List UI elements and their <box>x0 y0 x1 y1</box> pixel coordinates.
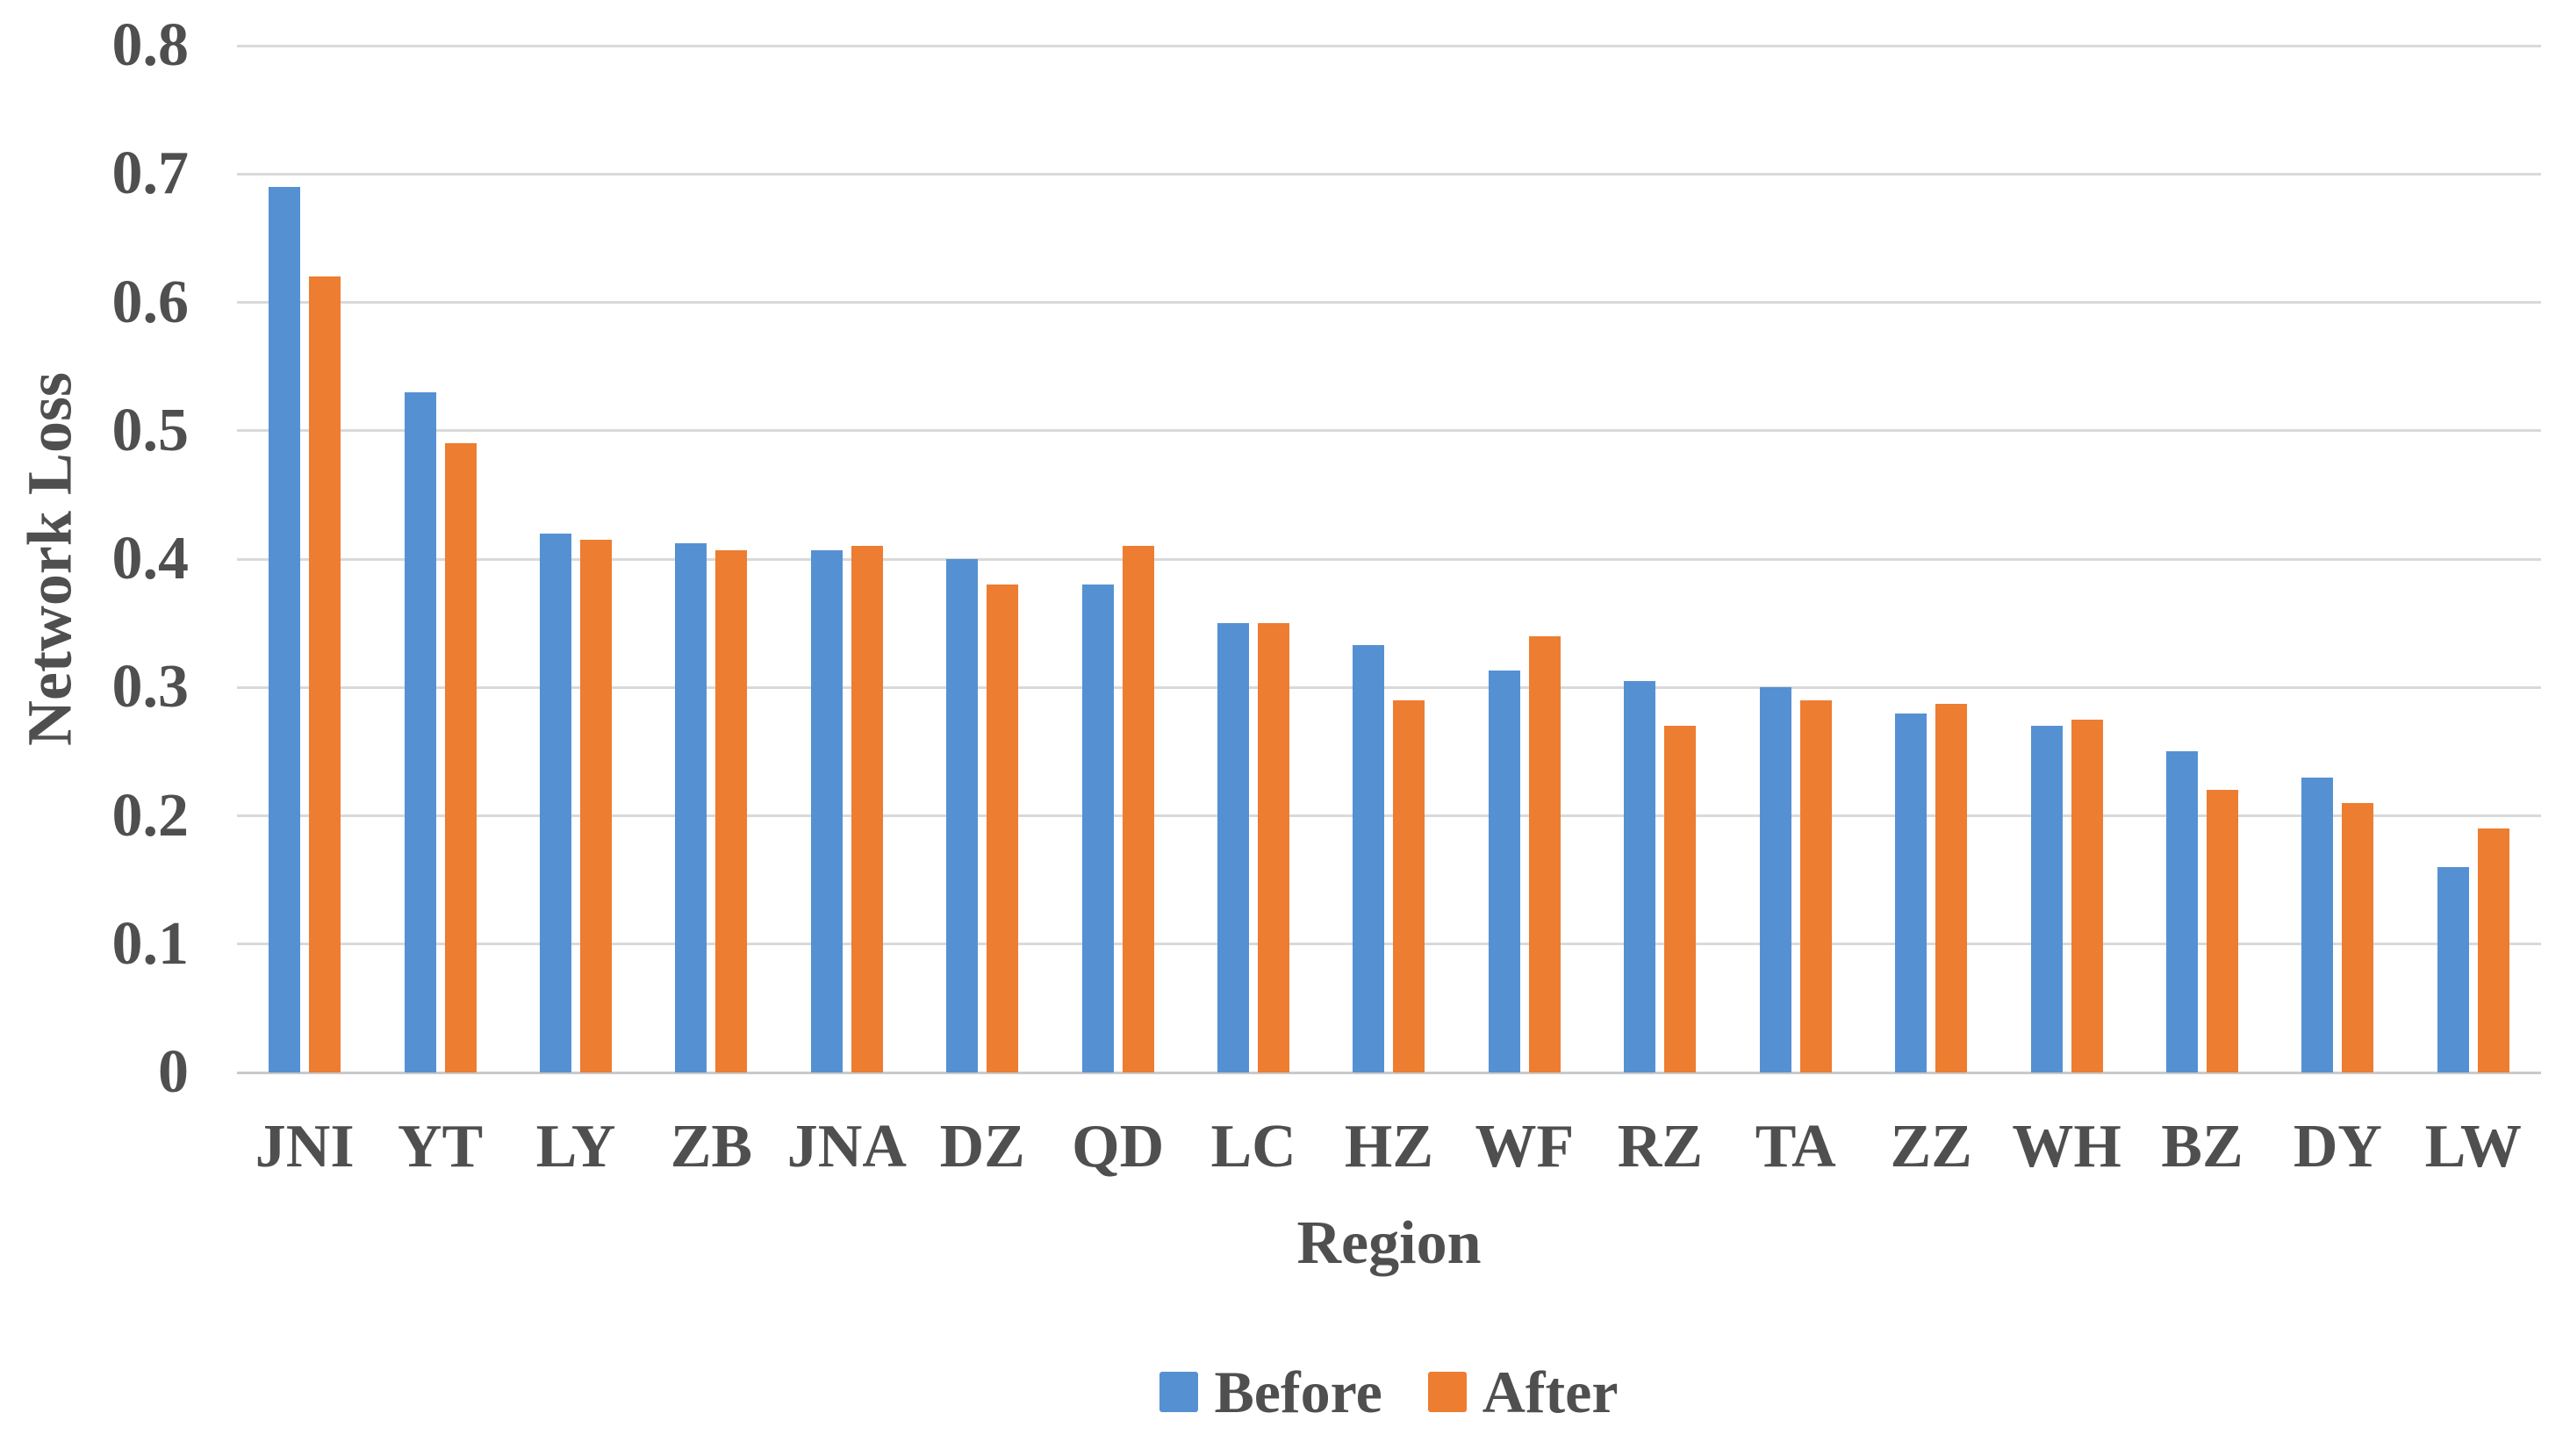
y-tick-label: 0.7 <box>111 140 190 208</box>
bar-group-dy <box>2270 46 2405 1072</box>
bar-group-ly <box>508 46 643 1072</box>
legend-item-before: Before <box>1159 1362 1382 1422</box>
bar-group-zz <box>1863 46 1999 1072</box>
bar-after-zb <box>715 549 748 1072</box>
x-tick-label-zz: ZZ <box>1890 1113 1972 1180</box>
bar-group-ta <box>1728 46 1863 1072</box>
bar-after-lc <box>1258 623 1290 1072</box>
x-axis-title: Region <box>1296 1209 1482 1277</box>
bar-before-lw <box>2437 867 2469 1072</box>
bar-group-hz <box>1321 46 1456 1072</box>
bar-group-wh <box>1999 46 2134 1072</box>
bar-before-lc <box>1217 623 1250 1072</box>
x-tick-label-wf: WF <box>1475 1113 1575 1180</box>
bar-after-yt <box>444 443 477 1072</box>
y-tick-label: 0.5 <box>111 396 190 464</box>
bar-group-wf <box>1457 46 1592 1072</box>
legend: Before After <box>237 1362 2541 1422</box>
x-tick-label-qd: QD <box>1072 1113 1165 1180</box>
y-tick-label: 0.6 <box>111 268 190 336</box>
bar-after-lw <box>2477 828 2509 1072</box>
bar-before-dy <box>2301 777 2334 1072</box>
bar-before-wh <box>2030 726 2063 1072</box>
gridline <box>237 301 2541 304</box>
bar-before-qd <box>1081 585 1114 1072</box>
bar-after-qd <box>1122 546 1154 1072</box>
y-tick-label: 0.4 <box>111 525 190 592</box>
bar-after-ta <box>1799 699 1832 1072</box>
bar-group-lc <box>1186 46 1321 1072</box>
gridline <box>237 685 2541 689</box>
bar-before-ta <box>1759 687 1791 1072</box>
bar-after-bz <box>2206 790 2238 1072</box>
gridline <box>237 172 2541 176</box>
gridline <box>237 814 2541 817</box>
bar-before-dz <box>946 559 979 1072</box>
legend-swatch-after-icon <box>1427 1372 1467 1412</box>
x-tick-label-hz: HZ <box>1344 1113 1434 1180</box>
bar-group-lw <box>2406 46 2541 1072</box>
bar-before-rz <box>1624 680 1656 1072</box>
bar-before-ly <box>540 533 572 1072</box>
y-tick-label: 0.8 <box>111 11 190 79</box>
x-tick-label-ta: TA <box>1755 1113 1836 1180</box>
gridline <box>237 429 2541 433</box>
bar-after-jna <box>851 546 883 1072</box>
x-tick-label-yt: YT <box>397 1113 484 1180</box>
x-tick-label-jni: JNI <box>255 1113 355 1180</box>
bar-after-dy <box>2342 802 2374 1072</box>
x-tick-label-bz: BZ <box>2161 1113 2243 1180</box>
x-tick-label-rz: RZ <box>1617 1113 1703 1180</box>
x-tick-label-dz: DZ <box>939 1113 1025 1180</box>
x-tick-label-lw: LW <box>2424 1113 2522 1180</box>
x-tick-label-dy: DY <box>2293 1113 2382 1180</box>
x-tick-label-wh: WH <box>2012 1113 2121 1180</box>
x-tick-label-jna: JNA <box>786 1113 907 1180</box>
bar-before-zz <box>1895 713 1928 1072</box>
bar-group-zb <box>643 46 779 1072</box>
bar-after-dz <box>987 585 1019 1072</box>
bar-group-jni <box>237 46 372 1072</box>
bar-after-rz <box>1664 726 1697 1072</box>
bar-after-ly <box>580 540 613 1072</box>
bar-after-zz <box>1935 704 1968 1072</box>
bar-group-rz <box>1592 46 1727 1072</box>
bar-before-jna <box>810 549 843 1072</box>
bar-after-wh <box>2071 719 2103 1072</box>
bar-group-yt <box>372 46 507 1072</box>
x-tick-label-lc: LC <box>1210 1113 1296 1180</box>
x-axis-line <box>237 1071 2541 1074</box>
bar-before-wf <box>1488 671 1520 1072</box>
y-tick-label: 0.1 <box>111 909 190 978</box>
bar-before-yt <box>404 391 436 1072</box>
bar-group-dz <box>915 46 1050 1072</box>
bar-group-jna <box>779 46 915 1072</box>
gridline <box>237 943 2541 946</box>
bar-group-qd <box>1050 46 1185 1072</box>
x-tick-label-ly: LY <box>535 1113 616 1180</box>
legend-label-before: Before <box>1214 1359 1382 1425</box>
legend-item-after: After <box>1427 1359 1619 1425</box>
y-tick-label: 0.3 <box>111 653 190 721</box>
x-tick-label-zb: ZB <box>670 1113 753 1180</box>
bar-before-bz <box>2165 751 2198 1072</box>
bar-group-bz <box>2135 46 2270 1072</box>
bar-after-jni <box>309 276 341 1072</box>
gridline <box>237 557 2541 561</box>
legend-swatch-before-icon <box>1159 1372 1199 1412</box>
y-tick-label: 0.2 <box>111 781 190 850</box>
y-tick-label: 0 <box>158 1038 189 1106</box>
plot-area <box>237 44 2541 1074</box>
gridline <box>237 44 2541 47</box>
bar-after-wf <box>1528 635 1561 1072</box>
bar-before-hz <box>1353 645 1385 1072</box>
legend-label-after: After <box>1482 1359 1619 1425</box>
bar-before-jni <box>269 186 301 1072</box>
bar-after-hz <box>1393 699 1425 1072</box>
bar-before-zb <box>675 543 707 1072</box>
